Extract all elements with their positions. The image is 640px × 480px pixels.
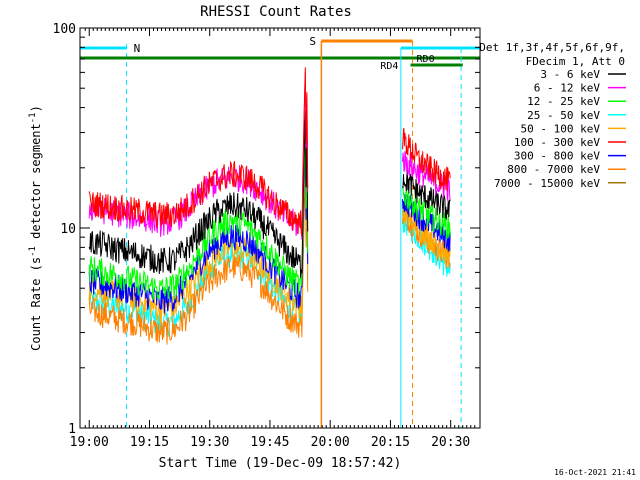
- legend-header-line-1: Det 1f,3f,4f,5f,6f,9f,: [479, 41, 625, 54]
- series-line-post: [402, 187, 451, 240]
- series-line-pre: [88, 67, 309, 236]
- series-line-post: [402, 127, 451, 192]
- plot-area: N RD0 RD4 S: [80, 35, 480, 428]
- x-tick-label: 19:30: [190, 435, 229, 450]
- legend-label: 3 - 6 keV: [540, 68, 600, 81]
- y-tick-label: 10: [60, 222, 76, 237]
- timestamp: 16-Oct-2021 21:41: [554, 468, 636, 477]
- legend-header-line-2: FDecim 1, Att 0: [526, 55, 625, 68]
- rd4-label: RD4: [380, 61, 398, 72]
- series-line-post: [402, 200, 451, 269]
- x-tick-label: 20:30: [431, 435, 470, 450]
- x-tick-label: 19:15: [130, 435, 169, 450]
- x-tick-label: 20:00: [311, 435, 350, 450]
- y-tick-label: 100: [53, 22, 76, 37]
- legend-label: 50 - 100 keV: [521, 122, 601, 135]
- series-line-pre: [88, 171, 309, 345]
- legend-label: 100 - 300 keV: [514, 136, 600, 149]
- saa-label: S: [309, 35, 316, 48]
- x-tick-label: 19:00: [70, 435, 109, 450]
- y-tick-label: 1: [68, 422, 76, 437]
- legend-label: 7000 - 15000 keV: [494, 177, 600, 190]
- legend-label: 800 - 7000 keV: [507, 163, 600, 176]
- series-line-post: [402, 169, 451, 220]
- x-axis-ticks: 19:00 19:15 19:30 19:45 20:00 20:15 20:30: [70, 28, 476, 450]
- x-tick-label: 20:15: [371, 435, 410, 450]
- series-line-post: [402, 194, 451, 252]
- night-label: N: [134, 42, 141, 55]
- legend-label: 12 - 25 keV: [527, 95, 600, 108]
- y-axis-label: Count Rate (s-1 detector segment-1): [28, 105, 43, 351]
- x-axis-label: Start Time (19-Dec-09 18:57:42): [159, 456, 402, 471]
- legend-label: 25 - 50 keV: [527, 109, 600, 122]
- x-tick-label: 19:45: [250, 435, 289, 450]
- y-axis-ticks: 1 10 100: [53, 22, 480, 437]
- legend-label: 6 - 12 keV: [534, 82, 601, 95]
- legend-label: 300 - 800 keV: [514, 150, 600, 163]
- series-line-pre: [88, 132, 309, 301]
- series-line-pre: [88, 111, 309, 278]
- rd0-label: RD0: [417, 54, 435, 65]
- legend: Det 1f,3f,4f,5f,6f,9f,FDecim 1, Att 03 -…: [479, 41, 626, 190]
- chart-title: RHESSI Count Rates: [200, 4, 352, 20]
